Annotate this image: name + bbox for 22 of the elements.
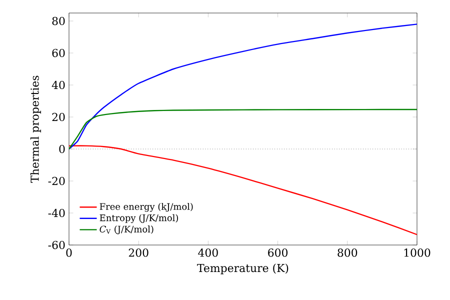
line-series bbox=[69, 24, 418, 150]
legend-label: Entropy (J/K/mol) bbox=[100, 214, 178, 224]
line-series bbox=[69, 145, 418, 236]
x-tick-label: 200 bbox=[128, 248, 148, 257]
y-tick-label: 80 bbox=[52, 16, 65, 26]
y-tick-label: -60 bbox=[48, 240, 65, 250]
y-tick-label: 60 bbox=[52, 48, 65, 58]
y-tick-label: 0 bbox=[59, 144, 65, 154]
line-series bbox=[69, 108, 418, 150]
y-tick-label: 20 bbox=[52, 112, 65, 122]
y-axis-title: Thermal properties bbox=[30, 76, 41, 183]
x-tick-label: 0 bbox=[66, 248, 72, 257]
x-tick-label: 600 bbox=[268, 248, 288, 257]
legend-label: Free energy (kJ/mol) bbox=[100, 202, 193, 212]
y-tick-label: -40 bbox=[48, 208, 65, 218]
x-tick-label: 1000 bbox=[404, 248, 430, 257]
y-tick-label: -20 bbox=[48, 176, 65, 186]
legend-label: C$_{V}$ (J/K/mol) bbox=[100, 226, 154, 234]
x-axis-title: Temperature (K) bbox=[197, 264, 288, 274]
x-tick-label: 400 bbox=[198, 248, 218, 257]
y-tick-label: 40 bbox=[52, 80, 65, 90]
x-tick-label: 800 bbox=[338, 248, 358, 257]
